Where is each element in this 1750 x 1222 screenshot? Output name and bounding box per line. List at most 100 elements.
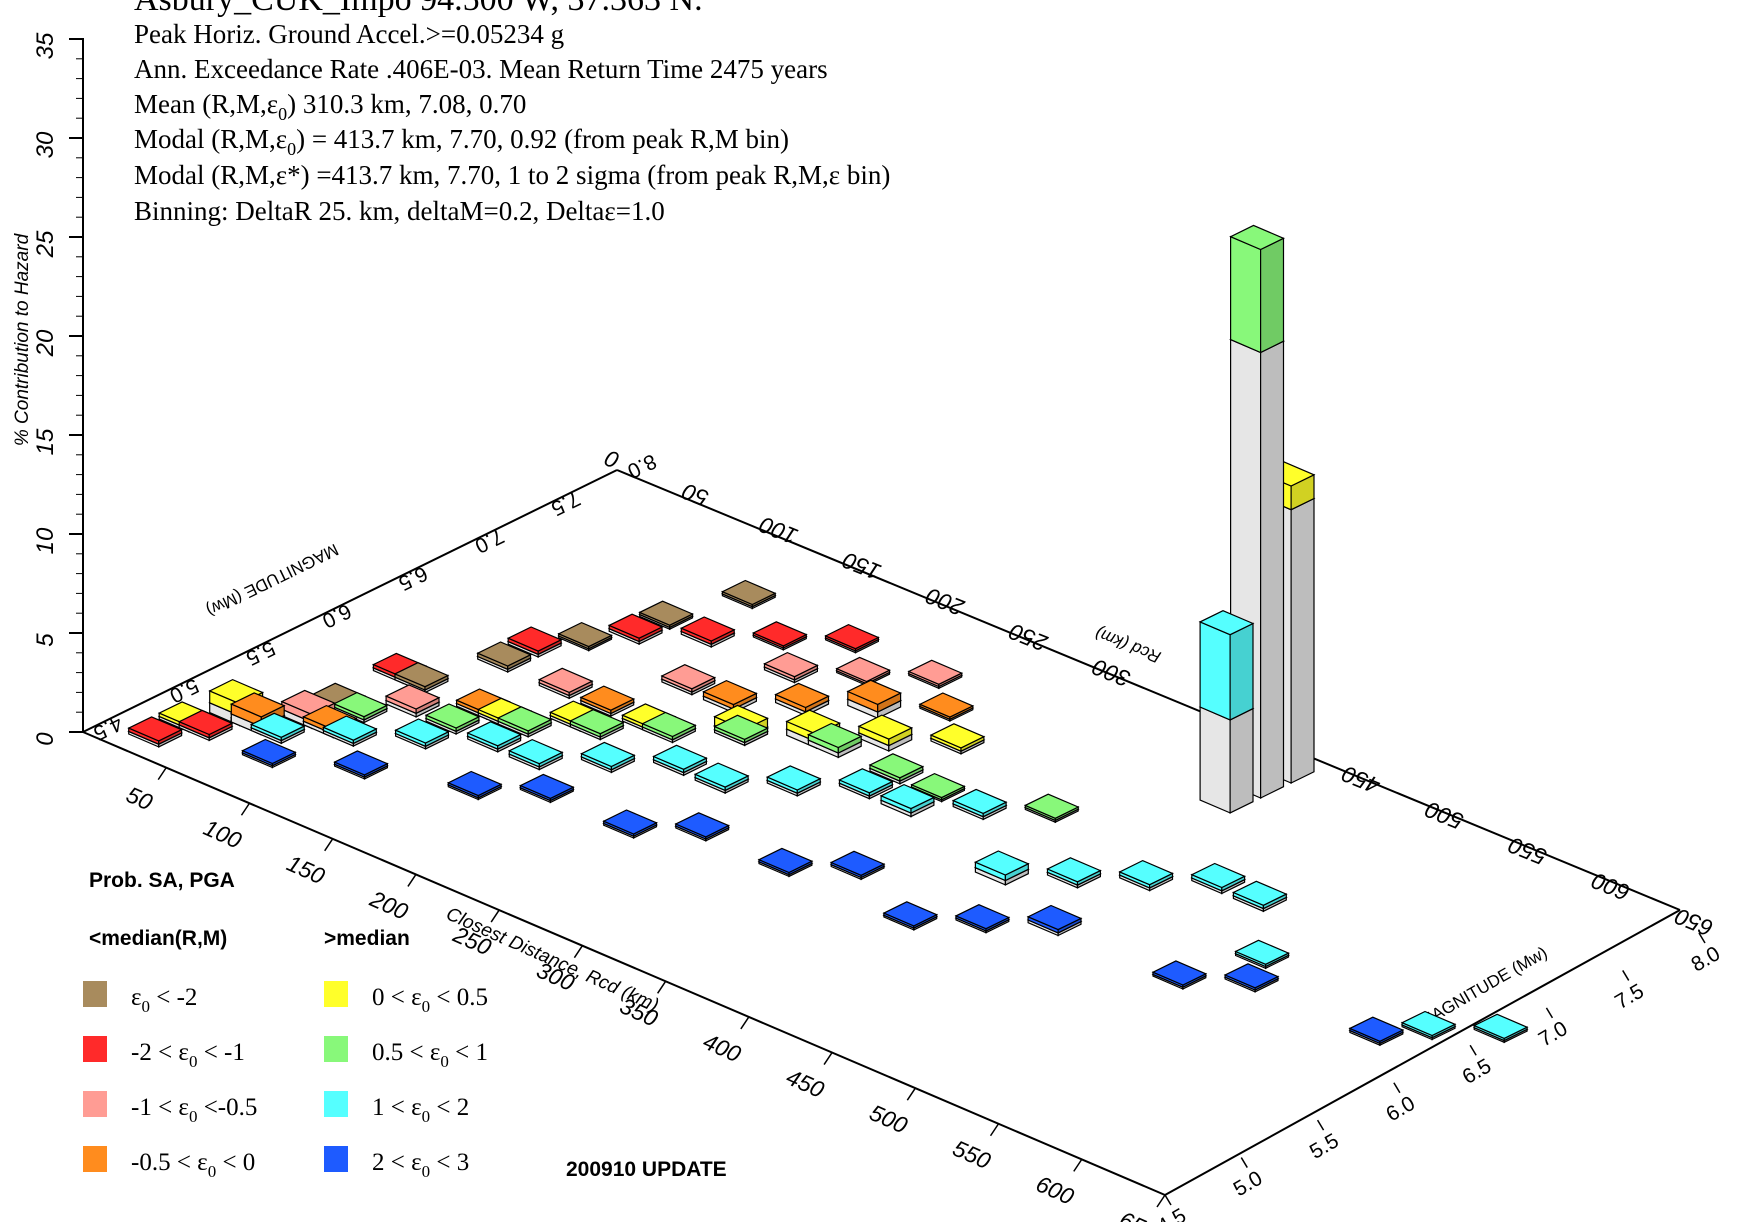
mean-line-prefix: Mean (R,M,ε [134,89,278,119]
small-bar [829,850,886,879]
magnitude-tick-mark [1545,1007,1554,1019]
small-bar-top-face [507,738,564,765]
small-bar-top-face [568,709,625,735]
legend-swatch [83,1146,107,1172]
small-bar-top-face [518,773,575,800]
legend-label-sub: 0 [422,1107,431,1126]
small-bar [693,762,750,792]
back-magnitude-tick-label: 4.5 [90,711,126,744]
small-bar-top-face [1223,963,1280,989]
legend-label-post: < 1 [449,1039,488,1066]
small-bar [674,812,731,840]
legend-label-post: < -2 [150,984,197,1011]
small-bar [1151,960,1208,989]
small-bar-top-face [652,744,708,770]
magnitude-tick-label: 7.0 [1535,1017,1572,1052]
back-distance-tick-label: 150 [839,547,885,586]
tall-bar-top-face [1198,610,1255,636]
small-bar [446,770,503,799]
small-bar [929,723,986,753]
small-bar [333,750,389,779]
small-bar [641,711,697,741]
legend-label-sub: 0 [142,997,151,1016]
small-bar-top-face [1231,880,1288,906]
magnitude-tick-mark [1164,1194,1172,1206]
small-bar [127,716,184,746]
small-bar [1023,793,1080,822]
small-bar [580,741,636,771]
small-bar-top-face [579,685,636,711]
small-bar-top-face [1151,960,1208,986]
distance-tick-label: 100 [200,814,246,853]
small-bar [757,847,814,876]
back-distance-tick-label: 100 [756,511,802,550]
legend-left-header: <median(R,M) [89,927,227,950]
z-tick-label: 35 [32,32,59,59]
small-bar-top-face [466,721,523,747]
z-tick-label: 5 [32,633,59,647]
back-magnitude-axis-label: MAGNITUDE (Mw) [203,540,341,620]
small-bar [824,623,880,652]
small-bar-top-face [857,714,914,740]
legend-label-pre: 0.5 < ε [372,1039,440,1066]
legend-label-pre: 0 < ε [372,984,422,1011]
small-bar-top-face [674,812,731,838]
legend-label-post: < 0.5 [430,984,488,1011]
back-magnitude-tick-label: 7.0 [471,524,507,557]
legend-label-sub: 0 [422,997,431,1016]
legend-label-post: < -1 [197,1039,244,1066]
back-distance-tick-label: 450 [1338,761,1384,800]
small-bar-top-face [229,692,286,718]
small-bar [322,715,378,745]
legend-label-sub: 0 [189,1107,198,1126]
small-bar [1223,963,1280,991]
legend-label: -0.5 < ε0 < 0 [131,1149,255,1181]
small-bar [806,722,863,754]
back-magnitude-tick-label: 5.5 [242,636,278,669]
small-bar-top-face [765,765,822,791]
distance-tick-mark [573,945,584,959]
back-distance-axis [616,469,1681,911]
magnitude-tick-mark [1393,1082,1401,1094]
small-bar [177,709,234,739]
legend-label-sub: 0 [189,1052,198,1071]
z-tick-label: 15 [32,428,59,455]
z-tick-label: 20 [32,329,59,357]
distance-tick-mark [1073,1158,1083,1172]
small-bar [602,809,658,838]
small-bar-top-face [241,738,297,765]
legend-label-sub: 0 [422,1162,431,1181]
distance-tick-label: 500 [866,1099,912,1138]
small-bar-top-face [910,772,966,799]
small-bar [518,773,575,802]
bars [127,224,1529,1047]
small-bar-top-face [1234,939,1290,965]
legend-label: ε0 < -2 [131,984,197,1016]
distance-tick-label: 550 [949,1135,995,1174]
small-bar [1472,1013,1529,1042]
small-bar-top-face [679,616,736,642]
small-bar-top-face [476,641,532,667]
magnitude-tick-label: 7.5 [1611,980,1648,1015]
distance-tick-label: 400 [699,1028,745,1067]
modal-line: Modal (R,M,ε0) = 413.7 km, 7.70, 0.92 (f… [134,124,789,159]
distance-tick-label: 450 [783,1064,829,1103]
legend: Prob. SA, PGA <median(R,M) >median [89,869,410,950]
small-bar [973,850,1030,882]
small-bar-top-face [1348,1016,1405,1042]
distance-tick-mark [989,1123,1000,1137]
small-bar [846,679,903,713]
small-bar-top-face [641,711,697,738]
legend-label-pre: -2 < ε [131,1039,189,1066]
small-bar-top-face [506,626,563,652]
small-bar-top-face [660,664,717,690]
back-distance-tick-label: 250 [1005,618,1051,657]
legend-label-post: < 3 [430,1149,469,1176]
small-bar-top-face [607,613,664,639]
modal-line-sub: 0 [287,139,296,159]
legend-label: 1 < ε0 < 2 [372,1094,469,1126]
small-bar [751,621,808,649]
small-bar [568,709,625,738]
small-bar [879,783,936,814]
small-bar [763,651,819,681]
